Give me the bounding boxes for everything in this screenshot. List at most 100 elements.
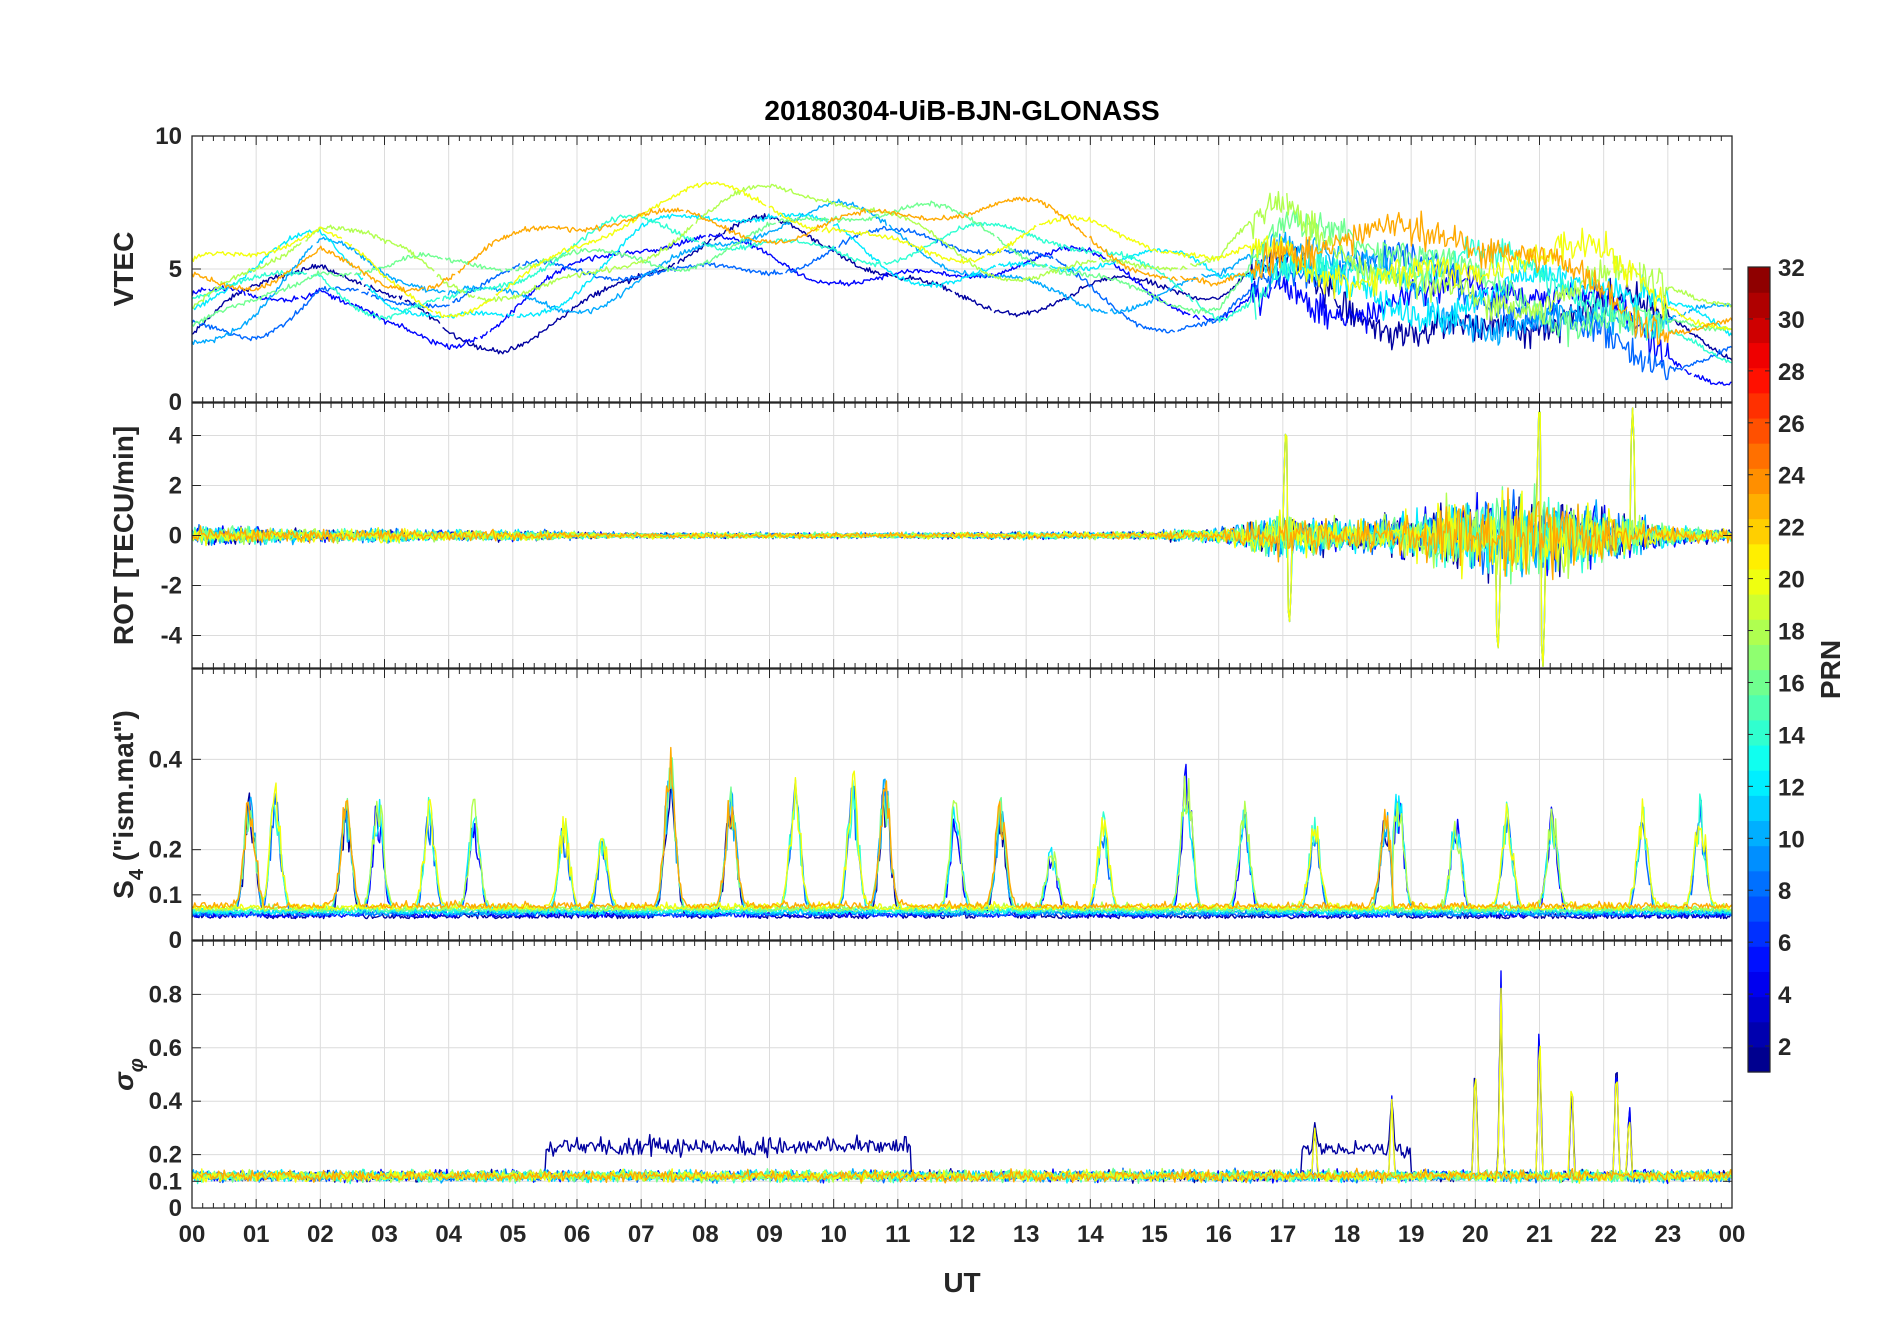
- y-tick-label: 0.4: [149, 1088, 183, 1115]
- x-ticks-sigma_phi: [191, 941, 1733, 1208]
- colorbar-band: [1748, 594, 1770, 620]
- colorbar-tick-label: 12: [1778, 774, 1805, 801]
- colorbar-tick-label: 30: [1778, 307, 1805, 334]
- series-s4-prn-16: [192, 757, 1732, 913]
- colorbar-tick-label: 32: [1778, 255, 1805, 282]
- series-vtec-prn-20: [192, 181, 1732, 331]
- x-tick-label: 19: [1398, 1221, 1425, 1248]
- x-tick-label: 05: [499, 1221, 526, 1248]
- colorbar-band: [1748, 845, 1770, 872]
- colorbar-tick-label: 26: [1778, 411, 1805, 438]
- colorbar-band: [1748, 895, 1770, 922]
- x-tick-label: 01: [243, 1221, 270, 1248]
- colorbar-tick-label: 10: [1778, 826, 1805, 853]
- y-tick-label: 2: [169, 473, 182, 500]
- x-tick-label: 11: [885, 1221, 910, 1248]
- x-tick-label: 22: [1590, 1221, 1617, 1248]
- colorbar-band: [1748, 443, 1770, 469]
- y-axis-label-vtec: VTEC: [108, 232, 139, 307]
- chart-title: 20180304-UiB-BJN-GLONASS: [764, 95, 1159, 126]
- y-tick-label: 0.8: [149, 981, 182, 1008]
- colorbar-tick-label: 24: [1778, 463, 1805, 490]
- y-tick-label: 0: [169, 389, 182, 416]
- colorbar-band: [1748, 317, 1770, 344]
- colorbar-band: [1748, 543, 1770, 570]
- y-tick-label: 0.2: [149, 837, 182, 864]
- colorbar-tick-label: 28: [1778, 359, 1805, 386]
- colorbar-band: [1748, 770, 1770, 796]
- x-tick-label: 20: [1462, 1221, 1489, 1248]
- colorbar-tick-label: 2: [1778, 1034, 1791, 1061]
- series-rot-prn-23: [192, 487, 1732, 581]
- y-axis-label-sigma_phi: σφ: [108, 1058, 148, 1091]
- x-tick-label: 10: [820, 1221, 847, 1248]
- x-tick-label: 09: [756, 1221, 783, 1248]
- series-vtec-prn-23: [192, 196, 1732, 346]
- colorbar-tick-label: 18: [1778, 619, 1805, 646]
- y-tick-label: 0: [169, 1195, 182, 1222]
- x-ticks-rot: [191, 403, 1733, 668]
- x-tick-label: 18: [1334, 1221, 1361, 1248]
- x-tick-label: 07: [628, 1221, 655, 1248]
- colorbar-band: [1748, 669, 1770, 696]
- colorbar-band: [1748, 946, 1770, 972]
- x-tick-label: 23: [1654, 1221, 1681, 1248]
- y-tick-label: 0.4: [149, 746, 183, 773]
- x-tick-label: 02: [307, 1221, 334, 1248]
- colorbar-tick-label: 14: [1778, 722, 1805, 749]
- colorbar-band: [1748, 644, 1770, 671]
- y-tick-label: 4: [169, 423, 183, 450]
- colorbar-tick-label: 20: [1778, 567, 1805, 594]
- colorbar-band: [1748, 568, 1770, 595]
- x-tick-labels: 00 01 02 03 04 05 06 07 08 09 10 11 12 13 14 15 16 17 18 19…: [179, 1221, 1746, 1248]
- x-axis-label: UT: [943, 1267, 980, 1298]
- panel-sigma_phi: 00.10.2 0.4 0.6 0.8 σφ: [108, 940, 1733, 1222]
- colorbar-tick-label: 6: [1778, 930, 1791, 957]
- colorbar-band: [1748, 870, 1770, 897]
- series-group-vtec: [192, 181, 1732, 386]
- x-tick-label: 03: [371, 1221, 398, 1248]
- colorbar-band: [1748, 619, 1770, 645]
- series-sigma_phi-prn-23: [192, 1167, 1732, 1184]
- y-tick-label: -2: [161, 573, 182, 600]
- x-tick-label: 21: [1526, 1221, 1553, 1248]
- colorbar-frame: [1747, 266, 1771, 1073]
- panel-rot: -4 -2 0 2 4 ROT [TECU/min]: [108, 402, 1733, 669]
- y-axis-label-s4: S4 ("ism.mat"): [108, 710, 148, 899]
- colorbar-band: [1748, 996, 1770, 1023]
- colorbar-band: [1748, 518, 1770, 545]
- colorbar-band: [1748, 971, 1770, 998]
- x-ticks-s4: [191, 669, 1733, 940]
- x-tick-label: 08: [692, 1221, 719, 1248]
- colorbar-tick-label: 4: [1778, 982, 1792, 1009]
- series-group-sigma_phi: [192, 970, 1732, 1185]
- grid-vtec: [191, 135, 1733, 403]
- y-tick-label: 0: [169, 927, 182, 954]
- panel-vtec: 0 5 10 VTEC: [108, 123, 1733, 416]
- series-vtec-prn-14: [192, 214, 1732, 364]
- y-tick-label: 5: [169, 256, 182, 283]
- colorbar-band: [1748, 392, 1770, 419]
- colorbar-band: [1748, 342, 1770, 369]
- y-tick-label: 0.1: [149, 882, 182, 909]
- y-axis-label-rot: ROT [TECU/min]: [108, 426, 139, 645]
- x-tick-label: 14: [1077, 1221, 1104, 1248]
- x-ticks-vtec: [191, 136, 1733, 402]
- colorbar-band: [1748, 292, 1770, 318]
- y-tick-label: 0.6: [149, 1035, 182, 1062]
- x-tick-label: 00: [179, 1221, 206, 1248]
- x-tick-label: 00: [1719, 1221, 1746, 1248]
- colorbar-tick-label: 16: [1778, 670, 1805, 697]
- x-tick-label: 06: [564, 1221, 591, 1248]
- x-tick-label: 16: [1205, 1221, 1232, 1248]
- colorbar-band: [1748, 1046, 1770, 1073]
- grid-s4: [191, 669, 1733, 941]
- colorbar-tick-label: 22: [1778, 515, 1805, 542]
- colorbar-band: [1748, 921, 1770, 947]
- colorbar-band: [1748, 744, 1770, 771]
- y-tick-label: 0: [169, 523, 182, 550]
- colorbar-band: [1748, 468, 1770, 495]
- y-tick-label: -4: [161, 623, 183, 650]
- x-tick-label: 12: [949, 1221, 976, 1248]
